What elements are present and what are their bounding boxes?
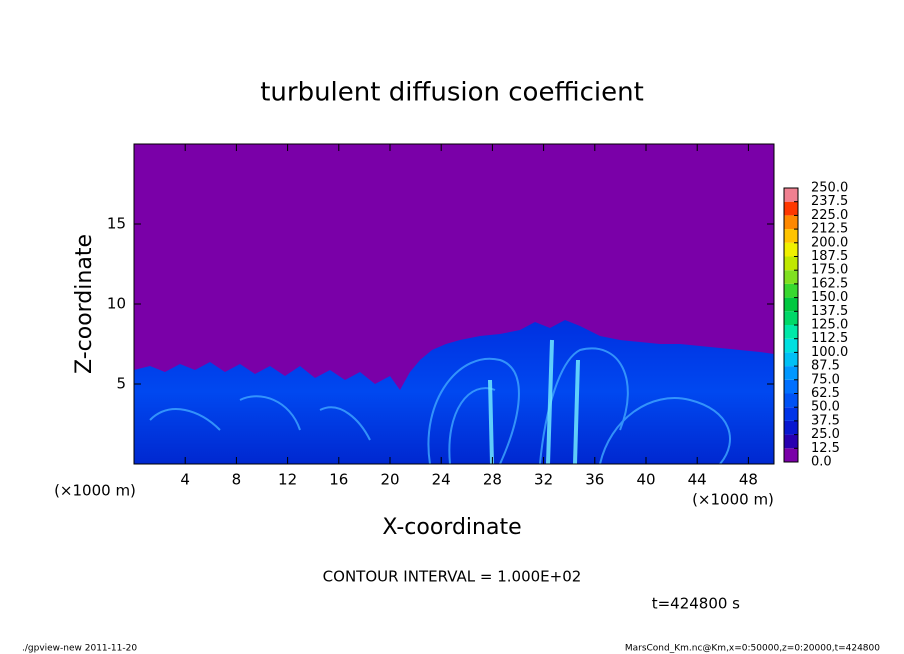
colorbar-label: 112.5	[811, 331, 848, 346]
colorbar-cell	[784, 448, 798, 462]
colorbar-cell	[784, 366, 798, 380]
colorbar-cell	[784, 434, 798, 449]
y-tick-label: 15	[107, 215, 126, 233]
time-label: t=424800 s	[652, 595, 740, 613]
colorbar-label: 162.5	[811, 276, 848, 291]
colorbar-cell	[784, 242, 798, 257]
colorbar-label: 87.5	[811, 359, 840, 374]
colorbar-label: 187.5	[811, 249, 848, 264]
colorbar-label: 12.5	[811, 441, 840, 456]
colorbar-label: 75.0	[811, 372, 840, 387]
x-tick-label: 28	[483, 471, 502, 489]
colorbar-cell	[784, 270, 798, 284]
chart-title: turbulent diffusion coefficient	[260, 78, 644, 108]
x-tick-label: 32	[534, 471, 553, 489]
colorbar-cell	[784, 229, 798, 243]
x-unit-left: (×1000 m)	[54, 482, 136, 500]
colorbar-cell	[784, 379, 798, 394]
colorbar-label: 62.5	[811, 386, 840, 401]
colorbar-label: 200.0	[811, 235, 848, 250]
colorbar-label: 237.5	[811, 194, 848, 209]
eddies	[149, 347, 731, 464]
colorbar-label: 175.0	[811, 263, 848, 278]
x-tick-label: 12	[278, 471, 297, 489]
contour-interval: CONTOUR INTERVAL = 1.000E+02	[323, 568, 582, 586]
plumes	[488, 339, 580, 464]
colorbar-cell	[784, 256, 798, 271]
colorbar-label: 137.5	[811, 304, 848, 319]
colorbar-label: 50.0	[811, 400, 840, 415]
x-tick-label: 44	[688, 471, 707, 489]
x-tick-label: 40	[636, 471, 655, 489]
colorbar-label: 0.0	[811, 455, 832, 470]
footer-right: MarsCond_Km.nc@Km,x=0:50000,z=0:20000,t=…	[625, 644, 880, 654]
colorbar-label: 250.0	[811, 181, 848, 196]
colorbar-cell	[784, 283, 798, 298]
x-unit-right: (×1000 m)	[692, 491, 774, 509]
y-axis-label: Z-coordinate	[72, 234, 97, 374]
x-tick-label: 20	[380, 471, 399, 489]
x-tick-label: 36	[585, 471, 604, 489]
colorbar-cell	[784, 393, 798, 408]
x-tick-label: 8	[232, 471, 242, 489]
colorbar-cell	[784, 188, 798, 202]
colorbar-label: 212.5	[811, 222, 848, 237]
x-tick-label: 24	[432, 471, 451, 489]
colorbar-cell	[784, 297, 798, 312]
colorbar-label: 37.5	[811, 413, 840, 428]
colorbar-cell	[784, 420, 798, 435]
colorbar-cell	[784, 407, 798, 421]
colorbar-label: 150.0	[811, 290, 848, 305]
colorbar-cell	[784, 352, 798, 367]
x-tick-label: 48	[739, 471, 758, 489]
colorbar-cell	[784, 338, 798, 353]
colorbar-label: 125.0	[811, 318, 848, 333]
colorbar-cell	[784, 215, 798, 230]
colorbar-label: 25.0	[811, 427, 840, 442]
x-tick-label: 4	[180, 471, 190, 489]
colorbar-label: 225.0	[811, 208, 848, 223]
footer-left: ./gpview-new 2011-11-20	[22, 644, 137, 654]
colorbar-cell	[784, 325, 798, 339]
y-tick-label: 5	[116, 375, 126, 393]
colorbar-cell	[784, 311, 798, 325]
y-tick-label: 10	[107, 295, 126, 313]
x-axis-label: X-coordinate	[382, 515, 521, 540]
x-tick-label: 16	[329, 471, 348, 489]
colorbar-label: 100.0	[811, 345, 848, 360]
colorbar-cell	[784, 201, 798, 216]
field	[134, 144, 774, 464]
